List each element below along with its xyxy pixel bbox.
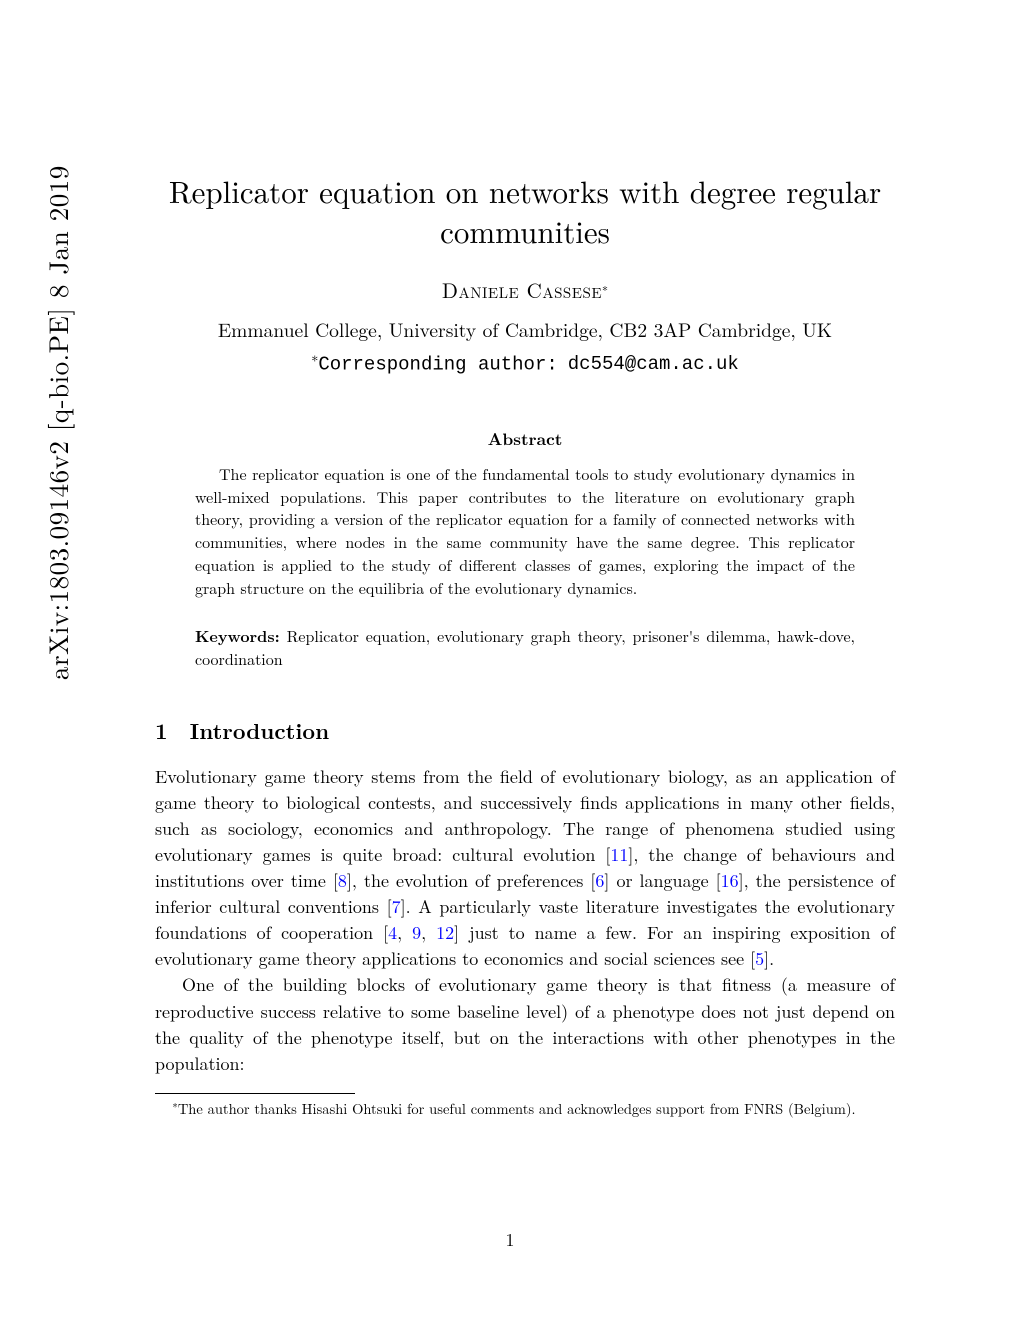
citation-8[interactable]: 8: [338, 868, 347, 893]
keywords-block: Keywords: Replicator equation, evolution…: [195, 625, 855, 670]
keywords-label: Keywords:: [195, 624, 280, 647]
citation-5[interactable]: 5: [755, 946, 764, 971]
citation-12[interactable]: 12: [436, 920, 454, 945]
abstract-heading: Abstract: [155, 427, 895, 451]
corresponding-email: dc554@cam.ac.uk: [568, 353, 739, 375]
text-run: ] or language [: [604, 868, 720, 893]
page-number: 1: [0, 1227, 1020, 1252]
abstract-text: The replicator equation is one of the fu…: [195, 463, 855, 599]
section-title: Introduction: [190, 715, 329, 746]
citation-11[interactable]: 11: [610, 842, 628, 867]
footnote: ∗The author thanks Hisashi Ohtsuki for u…: [155, 1098, 895, 1119]
paragraph-2: One of the building blocks of evolutiona…: [155, 972, 895, 1076]
footnote-rule: [155, 1093, 355, 1094]
citation-16[interactable]: 16: [721, 868, 739, 893]
author-affiliation: Emmanuel College, University of Cambridg…: [155, 315, 895, 343]
corresponding-label: Corresponding author:: [318, 353, 557, 375]
keywords-text: Replicator equation, evolutionary graph …: [195, 624, 855, 670]
abstract-body: The replicator equation is one of the fu…: [195, 463, 855, 599]
text-run: ,: [397, 920, 412, 945]
text-run: ], the evolution of preferences [: [347, 868, 595, 893]
citation-7[interactable]: 7: [392, 894, 401, 919]
author-block: Daniele Cassese∗: [155, 275, 895, 305]
page-content: Replicator equation on networks with deg…: [0, 0, 1020, 1178]
text-run: ,: [421, 920, 436, 945]
body-text: Evolutionary game theory stems from the …: [155, 764, 895, 1077]
section-heading: 1 Introduction: [155, 715, 895, 746]
paragraph-1: Evolutionary game theory stems from the …: [155, 764, 895, 973]
arxiv-identifier: arXiv:1803.09146v2 [q-bio.PE] 8 Jan 2019: [38, 165, 76, 680]
citation-9[interactable]: 9: [412, 920, 421, 945]
section-number: 1: [155, 715, 168, 746]
author-marker: ∗: [602, 278, 608, 295]
corresponding-author: ∗Corresponding author:dc554@cam.ac.uk: [155, 347, 895, 375]
footnote-text: The author thanks Hisashi Ohtsuki for us…: [178, 1099, 856, 1119]
paper-title: Replicator equation on networks with deg…: [155, 170, 895, 251]
author-name: Daniele Cassese: [442, 275, 602, 305]
citation-4[interactable]: 4: [388, 920, 397, 945]
text-run: ].: [764, 946, 774, 971]
